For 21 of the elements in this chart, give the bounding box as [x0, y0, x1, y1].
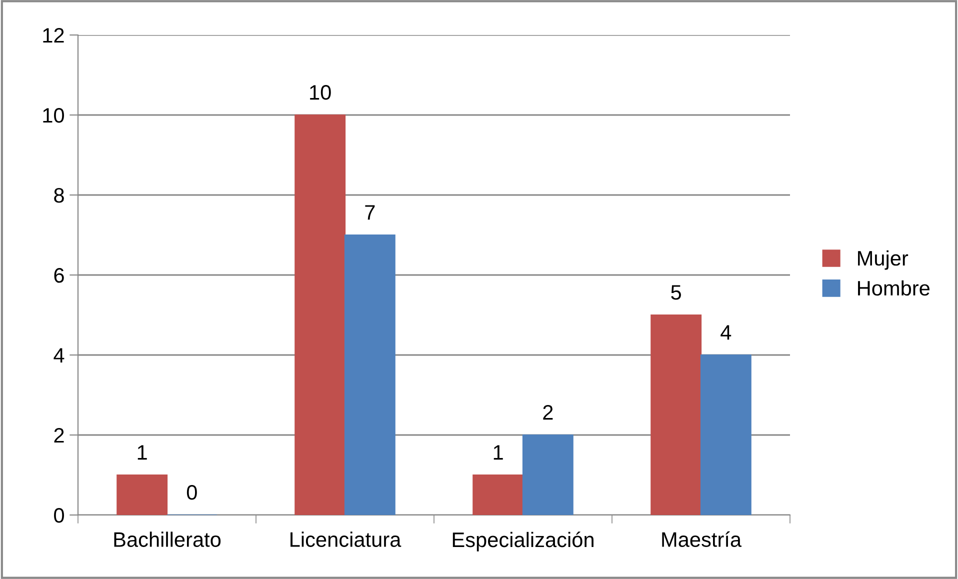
- data-label: 2: [543, 405, 553, 420]
- data-label: 7: [365, 205, 375, 220]
- x-tick-label: Especialización: [452, 532, 594, 552]
- y-tick-label: 0: [54, 508, 64, 523]
- y-tick-label: 4: [54, 348, 64, 363]
- data-label: 10: [310, 85, 331, 100]
- legend-label: Mujer: [858, 250, 908, 270]
- legend-label: Hombre: [858, 280, 930, 296]
- y-tick-label: 2: [54, 428, 64, 443]
- data-label: 0: [186, 485, 197, 500]
- data-label: 1: [138, 445, 147, 460]
- y-tick-label: 10: [43, 108, 64, 123]
- data-label: 5: [671, 285, 681, 300]
- y-tick-label: 6: [54, 268, 64, 283]
- data-label: 1: [494, 445, 503, 460]
- data-label: 4: [720, 325, 732, 340]
- x-tick-label: Maestría: [662, 531, 742, 547]
- x-tick-label: Bachillerato: [114, 532, 221, 547]
- y-tick-label: 12: [43, 28, 64, 43]
- x-tick-label: Licenciatura: [290, 532, 402, 547]
- y-tick-label: 8: [54, 188, 64, 203]
